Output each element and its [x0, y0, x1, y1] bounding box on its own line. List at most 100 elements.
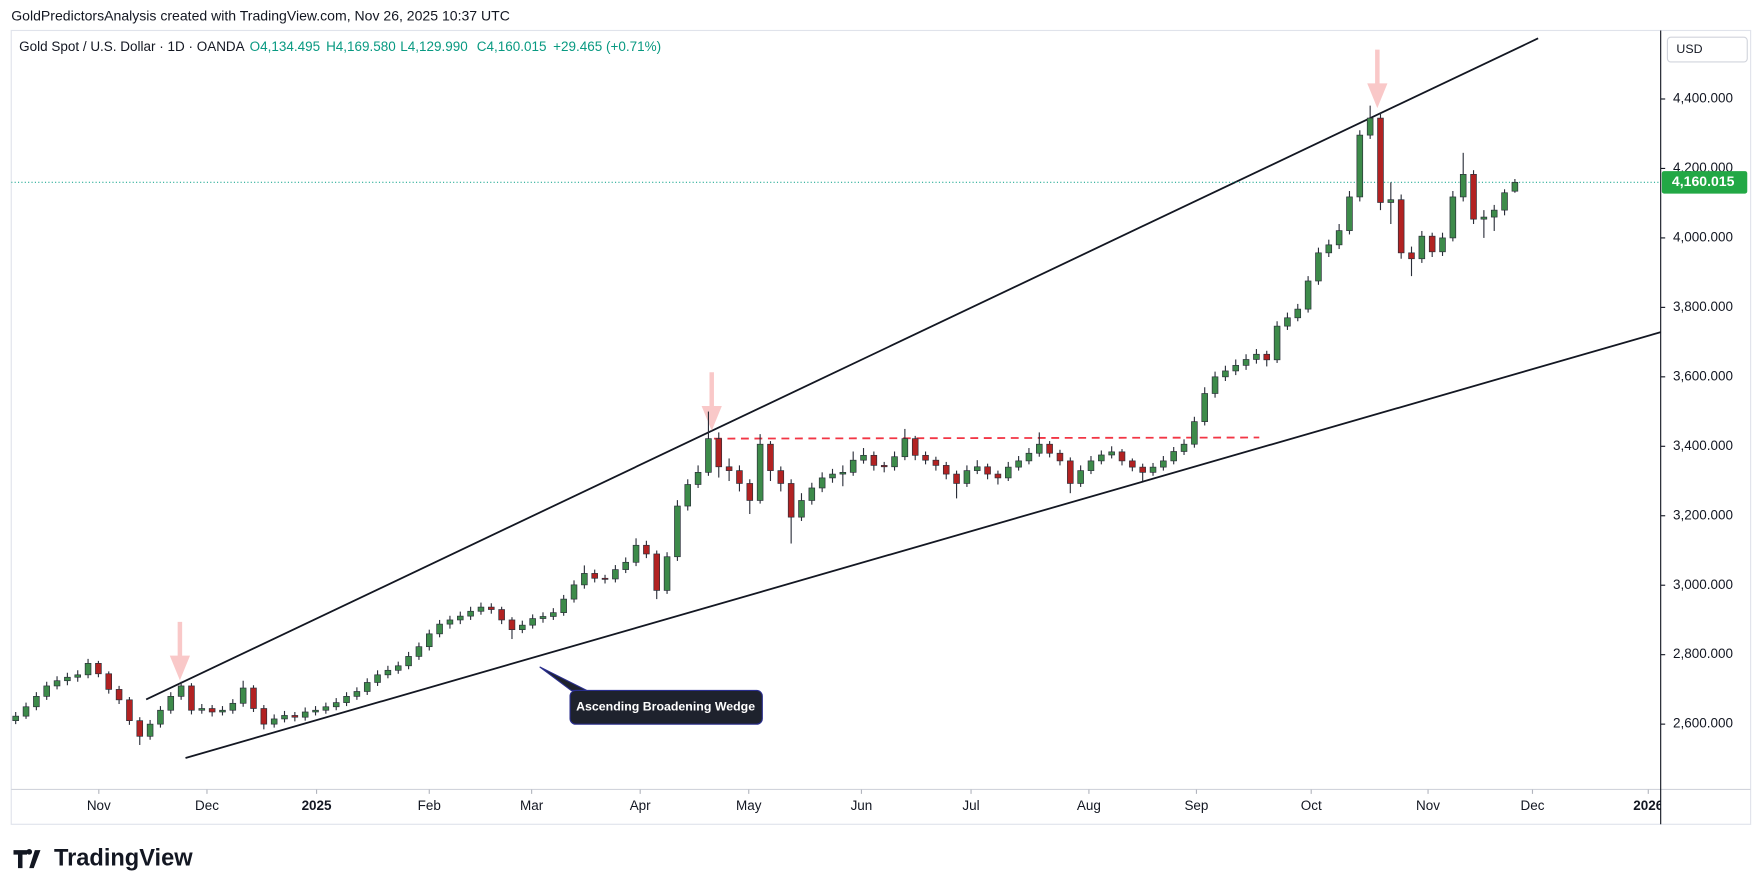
- candle-body: [984, 466, 991, 475]
- x-tick-label: Mar: [520, 798, 544, 813]
- candle-body: [1222, 370, 1229, 378]
- candle-body: [95, 663, 102, 675]
- candle-body: [829, 473, 836, 479]
- candle-body: [1211, 376, 1219, 394]
- candle-body: [1408, 252, 1415, 260]
- x-tick-label: 2026: [1633, 798, 1663, 813]
- x-tick-label: Dec: [1520, 798, 1544, 813]
- candle-body: [942, 465, 950, 475]
- candle-body: [332, 702, 340, 708]
- x-tick-label: Jul: [962, 798, 979, 813]
- y-tick-label: 3,000.000: [1673, 577, 1733, 592]
- candle-body: [1377, 117, 1384, 203]
- last-price-label: 4,160.015: [1672, 173, 1735, 189]
- candle-body: [343, 696, 350, 703]
- candle-body: [818, 477, 826, 489]
- candle-body: [1470, 174, 1477, 220]
- candle-body: [22, 706, 30, 717]
- candle-body: [808, 487, 816, 501]
- candle-body: [126, 699, 133, 722]
- x-tick-label: Nov: [87, 798, 111, 813]
- candle-body: [405, 656, 412, 667]
- candle-body: [632, 544, 640, 563]
- candle-body: [519, 624, 526, 631]
- candle-body: [849, 459, 857, 473]
- candle-body: [1449, 196, 1457, 239]
- candle-body: [1315, 252, 1322, 282]
- candle-body: [767, 443, 774, 471]
- lower-trendline: [185, 331, 1661, 759]
- candle-body: [1046, 443, 1053, 454]
- candle-body: [963, 470, 971, 484]
- candle-body: [1036, 443, 1043, 454]
- candle-body: [43, 685, 50, 697]
- y-tick-label: 2,800.000: [1673, 646, 1733, 661]
- candle-body: [1418, 235, 1426, 260]
- candle-body: [746, 483, 754, 501]
- candle-body: [208, 708, 216, 713]
- candle-body: [601, 577, 609, 580]
- candle-body: [1087, 460, 1095, 471]
- candle-body: [177, 685, 185, 697]
- candle-body: [1170, 451, 1177, 462]
- ohlc-value: C4,160.015: [477, 39, 547, 54]
- candle-body: [663, 556, 671, 591]
- candle-body: [467, 610, 474, 617]
- candle-body: [353, 691, 361, 697]
- x-tick-label: Nov: [1416, 798, 1440, 813]
- candle-body: [839, 472, 847, 475]
- upper-trendline: [145, 37, 1539, 701]
- candle-body: [591, 573, 598, 579]
- candle-body: [312, 709, 319, 713]
- candle-body: [901, 438, 909, 458]
- candle-body: [229, 702, 237, 711]
- arrows: [169, 49, 1388, 681]
- frame: [10, 29, 1752, 825]
- candle-body: [1480, 216, 1488, 220]
- candle-body: [415, 646, 423, 657]
- candle-body: [643, 544, 650, 555]
- candle-body: [188, 685, 195, 711]
- candle-body: [674, 505, 681, 558]
- plot: [11, 37, 1661, 759]
- candle-body: [787, 483, 795, 518]
- y-tick-label: 3,800.000: [1673, 299, 1733, 314]
- candle-body: [1284, 317, 1291, 327]
- candle-body: [33, 696, 40, 708]
- candle-body: [363, 682, 371, 692]
- candle-body: [1067, 460, 1074, 484]
- candle-body: [115, 689, 123, 701]
- arrow: [1367, 49, 1388, 109]
- candle-body: [1459, 174, 1467, 198]
- resistance-line: [713, 436, 1260, 440]
- x-tick-label: Feb: [418, 798, 441, 813]
- ohlc-value: L4,129.990: [400, 39, 468, 54]
- candle-body: [1428, 235, 1436, 253]
- candle-body: [653, 553, 660, 591]
- candle-body: [1304, 280, 1312, 310]
- candle-body: [1397, 199, 1405, 254]
- candle-body: [426, 633, 433, 648]
- candle-body: [457, 615, 464, 621]
- candle-body: [198, 708, 206, 711]
- candle-body: [12, 715, 19, 722]
- candle-body: [1346, 196, 1353, 231]
- y-tick-label: 3,200.000: [1673, 507, 1733, 522]
- ohlc-value: O4,134.495: [250, 39, 320, 54]
- candle-body: [539, 616, 547, 619]
- candle-body: [146, 723, 154, 737]
- candle-body: [322, 706, 330, 711]
- candle-body: [715, 438, 723, 468]
- candle-body: [1005, 466, 1012, 479]
- candle-body: [622, 561, 629, 570]
- candle-body: [270, 718, 278, 725]
- candle-body: [281, 715, 288, 720]
- candle-body: [488, 606, 495, 610]
- candle-body: [870, 454, 878, 466]
- candle-body: [1387, 199, 1395, 203]
- candle-body: [1015, 460, 1022, 468]
- candle-body: [74, 674, 81, 678]
- candle-body: [136, 720, 144, 737]
- candle-body: [932, 459, 940, 466]
